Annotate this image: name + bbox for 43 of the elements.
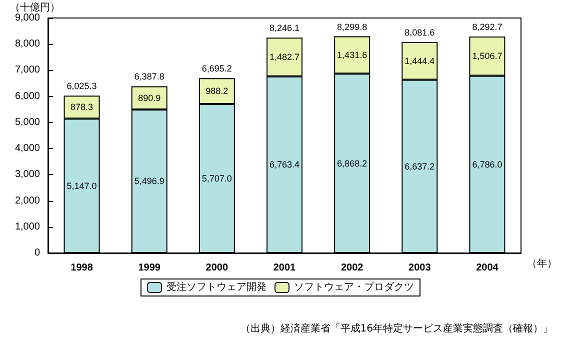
legend-label: 受注ソフトウェア開発 [166,281,266,293]
x-axis-title: （年） [527,258,557,270]
data-label: 1,431.6 [337,50,368,60]
data-label: 890.9 [138,92,161,103]
x-tick-label: 1999 [138,262,161,274]
y-tick-label: 1,000 [14,221,40,232]
data-label: 5,707.0 [202,173,232,184]
x-tick-label: 2002 [340,262,364,274]
legend-label: ソフトウェア・プロダクツ [294,281,414,293]
data-label: 6,763.4 [269,160,300,170]
y-tick-label: 0 [34,248,40,258]
y-axis-title: （十億円） [10,2,60,14]
data-label: 1,506.7 [472,51,502,62]
x-tick-label: 2001 [273,262,296,274]
total-label: 6,025.3 [66,81,97,92]
data-label: 878.3 [70,102,94,112]
text: （出典）経済産業省「平成16年特定サービス産業実態調査（確報）」 [240,322,554,334]
data-label: 6,637.2 [404,161,435,172]
y-tick-label: 2,000 [14,195,40,206]
total-label: 8,292.7 [472,22,502,32]
y-tick-label: 8,000 [14,38,40,50]
total-label: 8,081.6 [404,27,435,38]
data-label: 988.2 [206,86,228,96]
total-label: 8,246.1 [269,23,300,34]
total-label: 6,695.2 [202,64,232,74]
total-label: 6,387.8 [134,72,164,82]
y-tick-label: 7,000 [14,64,40,76]
x-tick-label: 2003 [408,262,432,274]
y-tick-label: 6,000 [14,90,40,102]
x-tick-label: 1998 [70,262,94,274]
total-label: 8,299.8 [337,22,368,32]
data-label: 1,444.4 [404,56,435,66]
y-tick-label: 3,000 [14,169,40,180]
x-tick-label: 2004 [476,262,499,274]
data-label: 6,786.0 [472,159,502,170]
data-label: 5,496.9 [134,176,164,186]
data-label: 5,147.0 [66,180,97,191]
y-tick-label: 4,000 [14,143,40,154]
y-tick-label: 5,000 [14,116,40,128]
data-label: 1,482.7 [269,52,300,62]
y-tick-label: 9,000 [14,12,40,24]
x-tick-label: 2000 [206,262,228,274]
data-label: 6,868.2 [337,158,368,168]
